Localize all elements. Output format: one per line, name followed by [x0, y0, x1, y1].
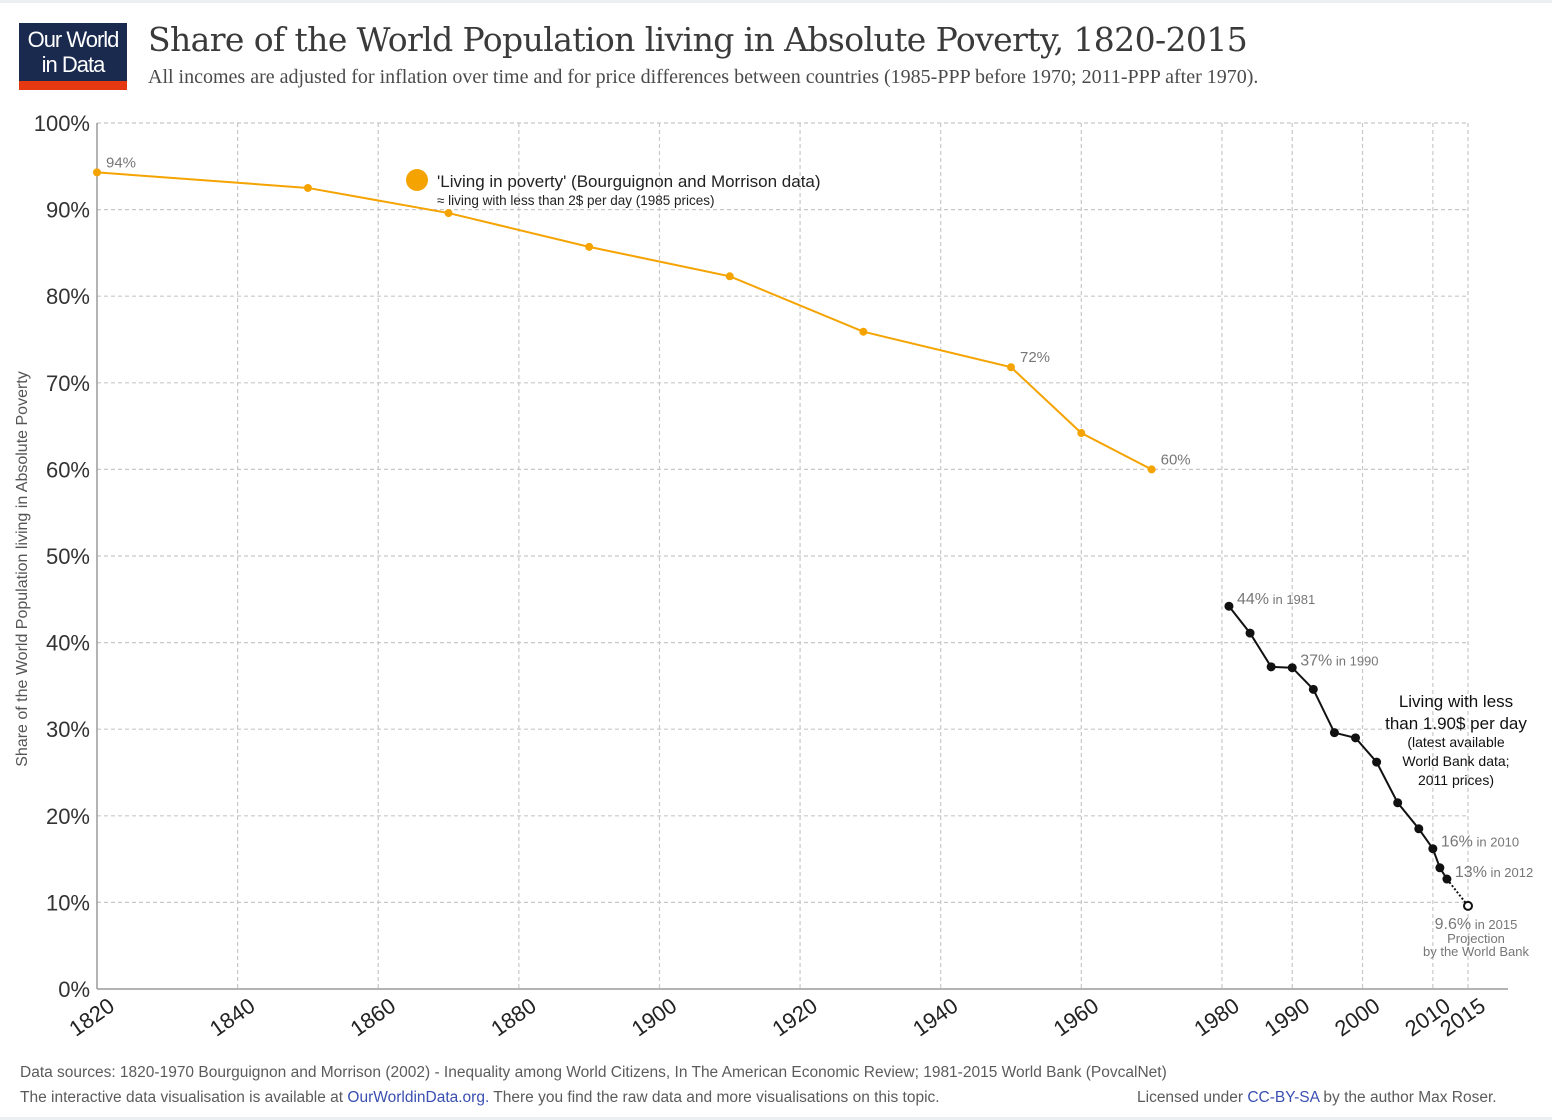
legend-marker-orange [406, 169, 428, 191]
data-point-black [1266, 662, 1276, 672]
data-point-orange [585, 242, 594, 251]
x-tick-label: 1960 [1049, 993, 1103, 1042]
data-label-black: 13% in 2012 [1455, 864, 1533, 881]
world-bank-note: Living with less than 1.90$ per day(lates… [1385, 692, 1527, 788]
y-tick-label: 50% [46, 544, 90, 569]
x-tick-label: 1990 [1260, 993, 1314, 1042]
license-prefix: Licensed under [1137, 1089, 1248, 1106]
series-line-orange [96, 171, 1153, 471]
x-tick-label: 1980 [1189, 993, 1243, 1042]
y-tick-label: 80% [46, 284, 90, 309]
projection-note-line: by the World Bank [1423, 944, 1529, 959]
poverty-chart: 0%10%20%30%40%50%60%70%80%90%100% 1820 18… [14, 111, 1533, 1042]
data-label-black: 37% in 1990 [1300, 653, 1378, 670]
x-tick-labels: 1820 1840 1860 1880 1900 1920 1940 1960 1980 1990… [64, 993, 1489, 1042]
legend-label: 'Living in poverty' (Bourguignon and Mor… [437, 172, 821, 191]
y-tick-label: 30% [46, 717, 90, 742]
data-point-black [1224, 601, 1234, 611]
x-tick-label: 1860 [346, 993, 400, 1042]
x-tick-label: 1880 [486, 993, 540, 1042]
data-point-black [1351, 733, 1361, 743]
data-point-black [1308, 684, 1318, 694]
data-label-orange: 72% [1020, 349, 1050, 366]
y-tick-label: 60% [46, 457, 90, 482]
logo-line-2: in Data [41, 52, 106, 77]
data-point-black [1428, 844, 1438, 854]
annotations: 'Living in poverty' (Bourguignon and Mor… [106, 154, 1533, 959]
data-label-projection: 9.6% in 2015 [1435, 916, 1518, 933]
data-point-orange [859, 327, 868, 336]
bottom-strip [0, 1117, 1552, 1120]
data-label-black: 44% in 1981 [1237, 591, 1315, 608]
data-label-orange: 94% [106, 154, 136, 171]
license-note: Licensed under CC-BY-SA by the author Ma… [1137, 1089, 1497, 1107]
world-bank-note-line: (latest available [1407, 734, 1504, 750]
series [93, 168, 1473, 911]
world-bank-note-line: Living with less [1399, 692, 1513, 711]
chart-title: Share of the World Population living in … [148, 20, 1248, 59]
y-axis-label: Share of the World Population living in … [14, 371, 31, 767]
data-point-black [1245, 628, 1255, 638]
data-point-black [1414, 824, 1424, 834]
series-line-projection [1446, 878, 1469, 907]
y-tick-label: 40% [46, 631, 90, 656]
top-strip [0, 0, 1552, 3]
world-bank-note-line: World Bank data; [1402, 753, 1509, 769]
data-point-orange [444, 209, 453, 218]
y-tick-label: 0% [58, 977, 90, 1002]
data-point-orange [1007, 363, 1015, 372]
data-label-orange: 60% [1161, 451, 1191, 468]
y-tick-label: 70% [46, 371, 90, 396]
data-sources: Data sources: 1820-1970 Bourguignon and … [20, 1064, 1167, 1081]
interactive-prefix: The interactive data visualisation is av… [20, 1089, 348, 1106]
x-tick-label: 2000 [1330, 993, 1384, 1042]
x-tick-label: 1940 [908, 993, 962, 1042]
data-point-black [1442, 874, 1452, 884]
data-label-black: 16% in 2010 [1441, 834, 1519, 851]
owid-link[interactable]: OurWorldinData.org. [347, 1089, 490, 1106]
x-tick-label: 1920 [768, 993, 822, 1042]
world-bank-note-line: than 1.90$ per day [1385, 714, 1527, 733]
y-tick-label: 10% [46, 890, 90, 915]
interactive-note: The interactive data visualisation is av… [20, 1089, 940, 1107]
data-point-black [1329, 728, 1339, 738]
y-tick-label: 20% [46, 804, 90, 829]
logo-strip [19, 81, 127, 90]
logo-line-1: Our World [27, 27, 120, 52]
chart-subtitle: All incomes are adjusted for inflation o… [148, 66, 1259, 88]
x-tick-label: 1900 [627, 993, 681, 1042]
grid [97, 122, 1469, 989]
owid-logo[interactable]: Our World in Data [19, 23, 127, 90]
legend-sublabel: ≈ living with less than 2$ per day (1985… [437, 193, 715, 208]
axes [96, 123, 1508, 990]
data-point-black [1393, 798, 1403, 808]
world-bank-note-line: 2011 prices) [1418, 772, 1494, 788]
data-point-black [1287, 663, 1297, 673]
license-suffix: by the author Max Roser. [1319, 1089, 1497, 1106]
data-point-orange [303, 183, 312, 192]
data-point-black [1372, 757, 1382, 767]
x-tick-label: 1840 [205, 993, 259, 1042]
y-tick-label: 90% [46, 198, 90, 223]
data-point-orange [725, 272, 734, 281]
data-point-orange [1077, 429, 1086, 438]
data-point-orange [1147, 465, 1156, 474]
data-point-projection [1463, 900, 1473, 911]
y-tick-labels: 0% 10% 20% 30% 40% 50% 60% 70% 80% 90% 100% [34, 111, 90, 1002]
interactive-suffix: There you find the raw data and more vis… [489, 1089, 940, 1106]
y-tick-label: 100% [34, 111, 90, 136]
data-point-black [1435, 863, 1445, 873]
projection-note-line: Projection [1447, 931, 1505, 946]
data-point-orange [93, 168, 101, 177]
license-link[interactable]: CC-BY-SA [1247, 1089, 1320, 1106]
